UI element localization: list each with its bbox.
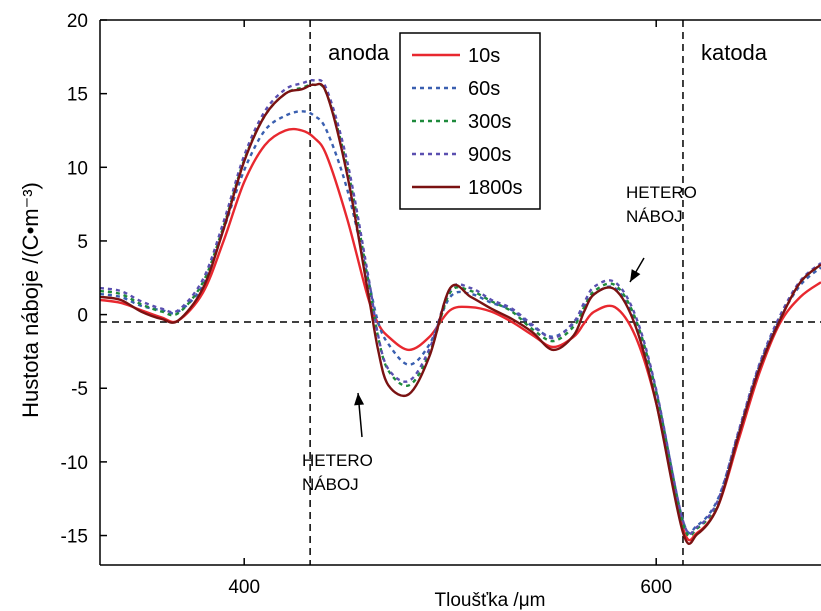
- plot-layer: anoda katoda HETERO NÁBOJ HETERO NÁBOJ: [100, 20, 821, 565]
- y-tick-label: 20: [67, 11, 88, 32]
- axes-layer: 20 15 10 5 0 -5 -10 -15 400 600: [61, 11, 821, 598]
- annotation-arrow-head: [630, 269, 641, 282]
- annotation-label: HETERO NÁBOJ: [626, 183, 697, 226]
- x-axis-label: Tloušťka /μm: [435, 590, 546, 611]
- x-tick-label: 600: [640, 577, 672, 598]
- y-tick-label: 0: [77, 306, 88, 327]
- region-label-katoda: katoda: [701, 40, 768, 65]
- y-tick-label: -15: [61, 527, 88, 548]
- annotation-label: HETERO NÁBOJ: [302, 451, 373, 494]
- legend-label-10s: 10s: [468, 45, 500, 67]
- legend-label-1800s: 1800s: [468, 177, 523, 199]
- y-axis-label: Hustota náboje /(C•m⁻³): [18, 182, 43, 418]
- y-tick-label: -5: [71, 379, 88, 400]
- annotation-arrow-head: [354, 393, 365, 406]
- legend-label-900s: 900s: [468, 144, 511, 166]
- series-line-10s: [100, 127, 821, 542]
- y-tick-label: 5: [77, 232, 88, 253]
- legend-label-60s: 60s: [468, 78, 500, 100]
- legend-label-300s: 300s: [468, 111, 511, 133]
- y-tick-label: 15: [67, 85, 88, 106]
- x-tick-label: 400: [228, 577, 260, 598]
- legend: 10s 60s 300s 900s 1800s: [399, 32, 541, 210]
- series-line-1800s: [100, 82, 821, 546]
- y-tick-label: -10: [61, 453, 88, 474]
- region-label-anoda: anoda: [328, 40, 390, 65]
- y-tick-label: 10: [67, 158, 88, 179]
